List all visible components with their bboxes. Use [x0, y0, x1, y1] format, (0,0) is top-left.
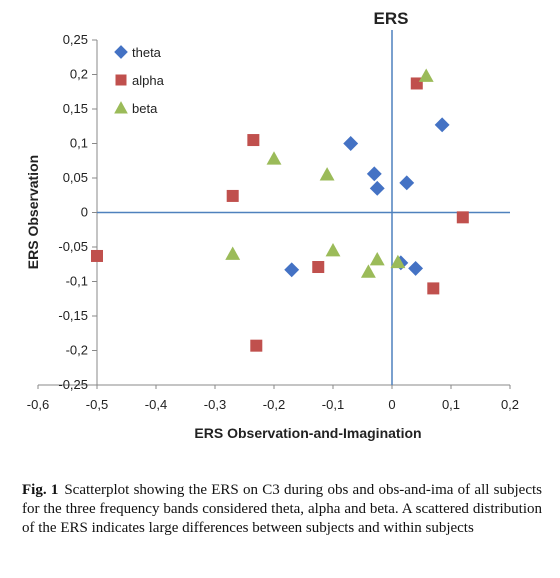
x-tick-label: 0,2 [501, 397, 519, 412]
x-tick-label: -0,4 [145, 397, 167, 412]
alpha-point [247, 134, 259, 146]
alpha-point [457, 211, 469, 223]
beta-point [370, 252, 385, 265]
alpha-point [227, 190, 239, 202]
x-tick-label: 0 [388, 397, 395, 412]
x-tick-label: -0,1 [322, 397, 344, 412]
legend-alpha-marker [116, 75, 127, 86]
beta-point [267, 151, 282, 164]
y-tick-label: -0,25 [58, 377, 88, 392]
legend: theta alpha beta [114, 45, 164, 116]
theta-point [367, 166, 382, 181]
y-tick-label: 0 [81, 205, 88, 220]
legend-beta-marker [114, 101, 128, 113]
theta-point [370, 181, 385, 196]
y-tick-label: 0,1 [70, 136, 88, 151]
beta-point [361, 264, 376, 277]
scatter-chart: 0,25 0,2 0,15 0,1 0,05 0 -0,05 -0,1 -0,15 -0,2 -0,… [0, 0, 560, 470]
beta-point [326, 243, 341, 256]
theta-point [399, 175, 414, 190]
alpha-point [427, 282, 439, 294]
theta-point [284, 262, 299, 277]
beta-point [225, 246, 240, 259]
beta-point [419, 68, 434, 81]
theta-point [435, 117, 450, 132]
figure-caption: Fig. 1 Scatterplot showing the ERS on C3 … [22, 481, 542, 538]
y-tick-label: -0,05 [58, 239, 88, 254]
x-tick-label: -0,2 [263, 397, 285, 412]
x-tick-label: -0,5 [86, 397, 108, 412]
caption-text: Scatterplot showing the ERS on C3 during… [22, 482, 542, 536]
x-tick-label: -0,3 [204, 397, 226, 412]
y-tick-label: 0,2 [70, 67, 88, 82]
axes-layer: 0,25 0,2 0,15 0,1 0,05 0 -0,05 -0,1 -0,15 -0,2 -0,… [27, 30, 519, 412]
y-tick-label: 0,15 [63, 101, 88, 116]
y-tick-label: -0,1 [66, 274, 88, 289]
legend-theta-label: theta [132, 45, 162, 60]
legend-theta-marker [114, 45, 128, 59]
x-axis-title: ERS Observation-and-Imagination [194, 425, 421, 441]
y-tick-label: 0,05 [63, 170, 88, 185]
y-tick-label: -0,15 [58, 308, 88, 323]
y-axis-title: ERS Observation [25, 155, 41, 269]
caption-label: Fig. 1 [22, 482, 58, 498]
legend-alpha-label: alpha [132, 73, 165, 88]
x-tick-label: 0,1 [442, 397, 460, 412]
alpha-point [91, 250, 103, 262]
legend-beta-label: beta [132, 101, 158, 116]
y-tick-label: -0,2 [66, 343, 88, 358]
theta-point [343, 136, 358, 151]
y-tick-label: 0,25 [63, 32, 88, 47]
alpha-point [250, 340, 262, 352]
beta-point [320, 167, 335, 180]
alpha-point [312, 261, 324, 273]
x-tick-label: -0,6 [27, 397, 49, 412]
theta-point [408, 261, 423, 276]
chart-title: ERS [374, 9, 409, 28]
